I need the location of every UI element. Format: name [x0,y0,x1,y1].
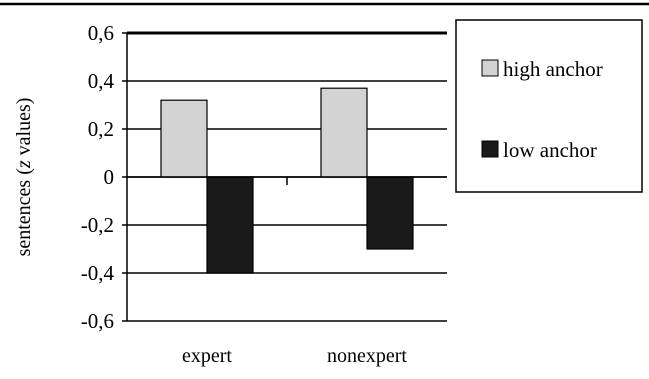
axes [126,31,447,321]
legend-swatch-high-anchor [481,59,499,77]
category-labels: expert nonexpert [182,345,407,367]
bar-low-anchor-nonexpert [366,176,414,250]
y-axis-label-italic: z [13,160,35,169]
bar-high-anchor-nonexpert [320,87,368,178]
y-tick-label: 0 [104,165,115,189]
legend: high anchor low anchor [455,19,643,193]
legend-swatch-low-anchor [481,140,499,158]
y-ticks: 0,6 0,4 0,2 0 -0,2 -0,4 -0,6 [81,21,127,333]
y-tick-label: 0,6 [88,21,114,45]
y-axis-label-part-1: sentences ( [13,168,35,257]
y-tick-label: -0,2 [81,213,114,237]
y-tick-label: 0,4 [88,69,115,93]
y-axis-label-part-3: values) [13,98,35,161]
category-label-nonexpert: nonexpert [327,345,407,367]
y-tick-label: 0,2 [88,117,114,141]
bars [160,87,414,274]
legend-label-low-anchor: low anchor [503,138,597,162]
y-axis-label: sentences (z values) [13,98,35,257]
bar-low-anchor-expert [206,176,254,274]
legend-box [455,19,643,193]
y-tick-label: -0,6 [81,309,114,333]
y-tick-label: -0,4 [81,261,115,285]
legend-label-high-anchor: high anchor [503,57,603,81]
category-label-expert: expert [182,345,232,367]
bar-high-anchor-expert [160,99,208,178]
